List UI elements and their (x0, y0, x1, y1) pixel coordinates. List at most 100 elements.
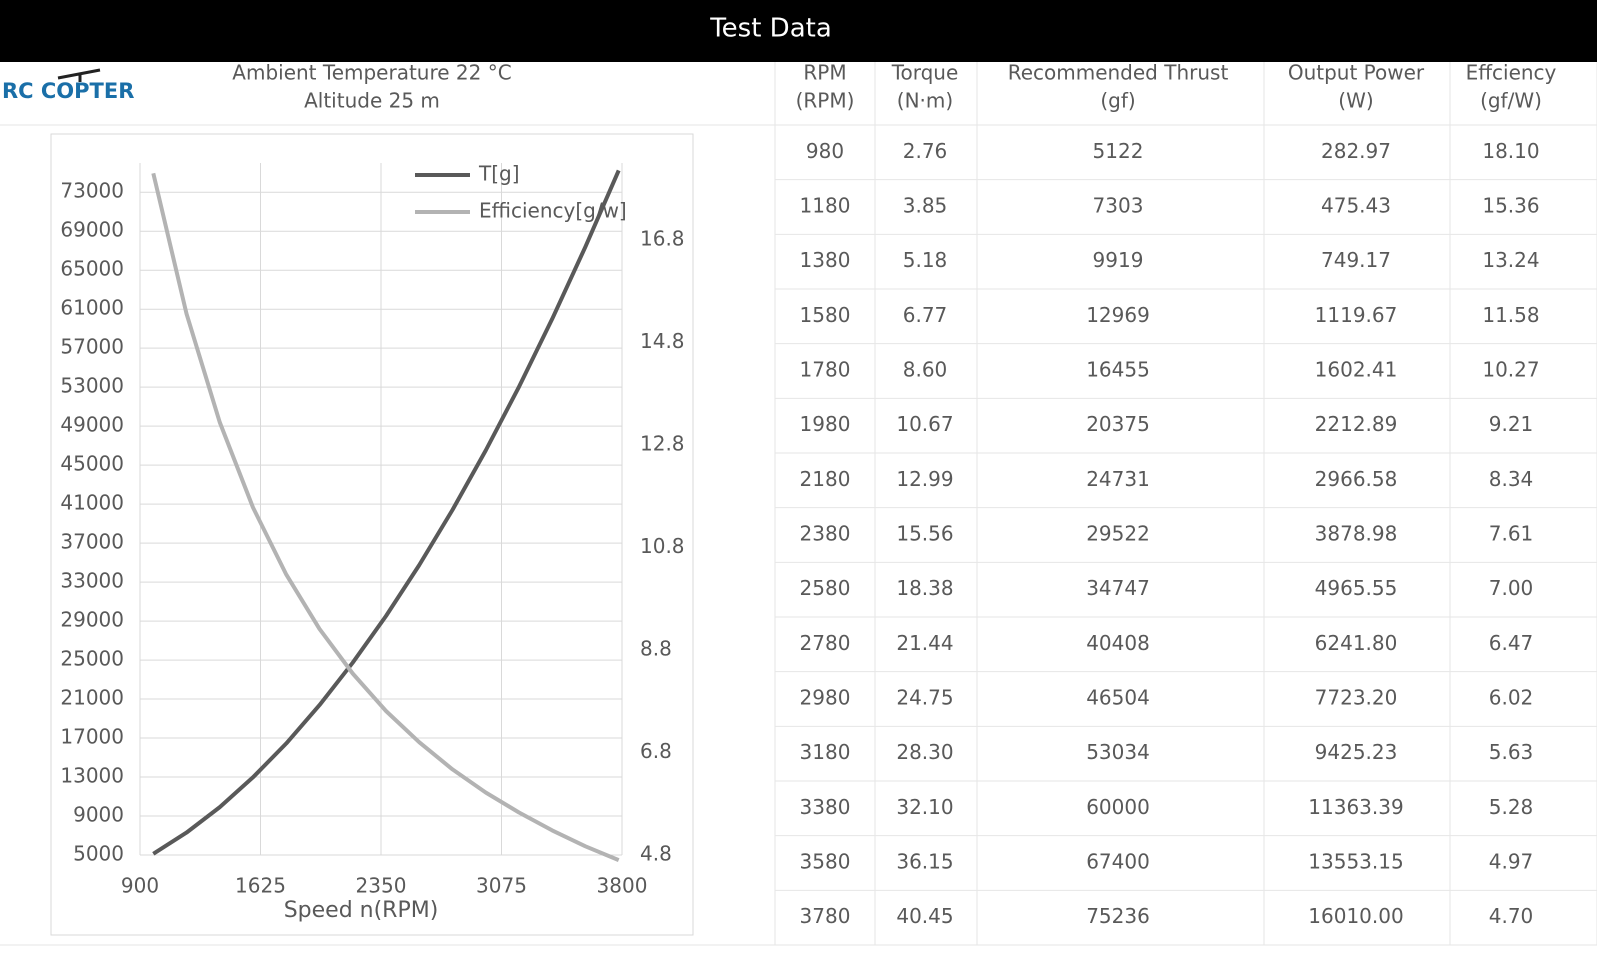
y-tick-label: 33000 (60, 569, 124, 593)
table-cell: 24731 (1086, 467, 1150, 491)
table-cell: 8.60 (903, 358, 948, 382)
page-title: Test Data (709, 14, 832, 44)
table-cell: 16010.00 (1308, 904, 1403, 928)
table-cell: 3878.98 (1315, 522, 1398, 546)
table-cell: 67400 (1086, 850, 1150, 874)
table-cell: 3580 (800, 850, 851, 874)
table-cell: 36.15 (896, 850, 953, 874)
column-header: (W) (1338, 89, 1373, 113)
y-tick-label: 17000 (60, 725, 124, 749)
table-cell: 18.10 (1482, 139, 1539, 163)
table-cell: 2.76 (903, 139, 948, 163)
table-cell: 7.61 (1489, 522, 1534, 546)
table-cell: 40.45 (896, 904, 953, 928)
y2-tick-label: 10.8 (640, 534, 685, 558)
y2-tick-label: 6.8 (640, 739, 672, 763)
table-cell: 24.75 (896, 686, 953, 710)
y-tick-label: 37000 (60, 530, 124, 554)
table-cell: 12.99 (896, 467, 953, 491)
table-cell: 4.70 (1489, 904, 1534, 928)
y2-tick-label: 4.8 (640, 842, 672, 866)
table-cell: 13.24 (1482, 248, 1539, 272)
header-bar (0, 0, 1597, 62)
x-tick-label: 3075 (476, 874, 527, 898)
table-cell: 60000 (1086, 795, 1150, 819)
table-cell: 15.36 (1482, 194, 1539, 218)
table-cell: 5.18 (903, 248, 948, 272)
table-cell: 2966.58 (1315, 467, 1398, 491)
table-cell: 16455 (1086, 358, 1150, 382)
y-tick-label: 57000 (60, 335, 124, 359)
column-header: (N·m) (897, 89, 953, 113)
table-cell: 6.77 (903, 303, 948, 327)
table-cell: 53034 (1086, 740, 1150, 764)
table-cell: 6.02 (1489, 686, 1534, 710)
table-cell: 11363.39 (1308, 795, 1403, 819)
table-cell: 3780 (800, 904, 851, 928)
table-cell: 3380 (800, 795, 851, 819)
table-cell: 980 (806, 139, 844, 163)
y-tick-label: 25000 (60, 647, 124, 671)
table-cell: 1119.67 (1315, 303, 1398, 327)
table-cell: 282.97 (1321, 139, 1391, 163)
table-cell: 6241.80 (1315, 631, 1398, 655)
column-header: (RPM) (796, 89, 855, 113)
info-temperature: Ambient Temperature 22 °C (232, 61, 511, 85)
y2-tick-label: 16.8 (640, 226, 685, 250)
table-cell: 2980 (800, 686, 851, 710)
table-cell: 2180 (800, 467, 851, 491)
x-tick-label: 3800 (597, 874, 648, 898)
table-cell: 18.38 (896, 576, 953, 600)
series-line (151, 172, 620, 862)
table-cell: 475.43 (1321, 194, 1391, 218)
table-cell: 7723.20 (1315, 686, 1398, 710)
column-header: Output Power (1288, 61, 1425, 85)
table-cell: 21.44 (896, 631, 953, 655)
x-tick-label: 900 (121, 874, 159, 898)
column-header: Effciency (1466, 61, 1557, 85)
table-cell: 1380 (800, 248, 851, 272)
logo-propeller (57, 68, 101, 82)
table-cell: 12969 (1086, 303, 1150, 327)
table-cell: 2212.89 (1315, 412, 1398, 436)
logo-text: RC COPTER (2, 79, 134, 103)
y-tick-label: 9000 (73, 803, 124, 827)
table-cell: 15.56 (896, 522, 953, 546)
y-tick-label: 49000 (60, 413, 124, 437)
y-tick-label: 53000 (60, 374, 124, 398)
table-cell: 749.17 (1321, 248, 1391, 272)
table-cell: 75236 (1086, 904, 1150, 928)
table-cell: 4965.55 (1315, 576, 1398, 600)
table-cell: 1180 (800, 194, 851, 218)
column-header: Recommended Thrust (1008, 61, 1229, 85)
table-cell: 40408 (1086, 631, 1150, 655)
y-tick-label: 65000 (60, 257, 124, 281)
y-tick-label: 29000 (60, 608, 124, 632)
table-cell: 7303 (1093, 194, 1144, 218)
table-cell: 2580 (800, 576, 851, 600)
column-header: (gf/W) (1480, 89, 1542, 113)
table-cell: 11.58 (1482, 303, 1539, 327)
legend-label: Efficiency[g/w] (479, 199, 627, 223)
table-cell: 5.28 (1489, 795, 1534, 819)
column-header: Torque (891, 61, 959, 85)
y-tick-label: 45000 (60, 452, 124, 476)
table-cell: 10.67 (896, 412, 953, 436)
table-cell: 29522 (1086, 522, 1150, 546)
table-cell: 6.47 (1489, 631, 1534, 655)
table-cell: 1780 (800, 358, 851, 382)
table-cell: 9919 (1093, 248, 1144, 272)
y-tick-label: 13000 (60, 764, 124, 788)
x-tick-label: 2350 (356, 874, 407, 898)
y-tick-label: 73000 (60, 179, 124, 203)
y2-tick-label: 8.8 (640, 636, 672, 660)
table-cell: 1980 (800, 412, 851, 436)
table: RPM (RPM) Torque (N·m) Recommended Thrust (gf… (774, 61, 1597, 945)
y-tick-label: 69000 (60, 218, 124, 242)
chart: 5000 9000 13000 17000 21000 25000 29000 33000 37… (60, 162, 684, 924)
table-cell: 5.63 (1489, 740, 1534, 764)
table-cell: 4.97 (1489, 850, 1534, 874)
table-cell: 1580 (800, 303, 851, 327)
chart-frame (50, 133, 694, 936)
